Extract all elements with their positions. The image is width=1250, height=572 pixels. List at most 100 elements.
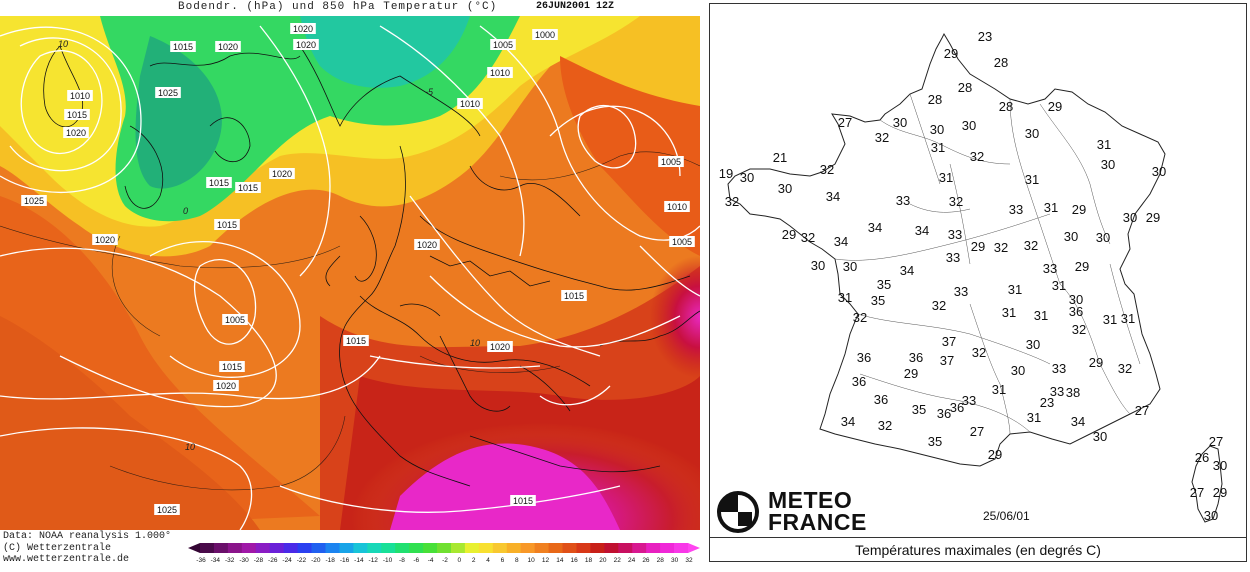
isobar-label-bg (561, 290, 587, 301)
isobar-label: 1015 (513, 496, 533, 506)
colorbar-swatch (200, 543, 215, 553)
isobar-label-bg (457, 98, 483, 109)
station-temperature: 31 (1103, 312, 1117, 327)
colorbar-swatch (395, 543, 410, 553)
station-temperature: 28 (999, 99, 1013, 114)
station-temperature: 30 (1101, 157, 1115, 172)
station-temperature: 38 (1066, 385, 1080, 400)
station-temperature: 23 (978, 29, 992, 44)
colorbar: -36 -34 -32 -30 -28 -26 -24 -22 -20 -18 -16 -14 -12-… (188, 543, 700, 567)
station-temperature: 31 (1097, 137, 1111, 152)
station-temperature: 35 (877, 277, 891, 292)
isobar-label: 1020 (216, 381, 236, 391)
station-temperature: 27 (970, 424, 984, 439)
station-temperature: 27 (838, 115, 852, 130)
colorbar-tick-label: 32 (685, 557, 693, 564)
station-temperature: 32 (820, 162, 834, 177)
isobar-label-bg (658, 156, 684, 167)
station-temperature: 30 (740, 170, 754, 185)
station-temperature: 31 (1008, 282, 1022, 297)
station-temperature: 32 (801, 230, 815, 245)
station-temperature: 33 (1052, 361, 1066, 376)
isobar-label: 1015 (222, 362, 242, 372)
isobar-label: 1005 (661, 157, 681, 167)
colorbar-tick-label: 8 (515, 557, 519, 564)
colorbar-swatch (464, 543, 480, 553)
colorbar-arrow-right (688, 543, 700, 553)
station-temperature: 35 (912, 402, 926, 417)
isobar-label: 1015 (346, 336, 366, 346)
isobar-label: 1010 (667, 202, 687, 212)
isobar-label: 1000 (535, 30, 555, 40)
station-temperature: 35 (871, 293, 885, 308)
isobar-label-bg (490, 39, 516, 50)
colorbar-swatch (241, 543, 257, 553)
colorbar-tick-label: 12 (542, 557, 550, 564)
colorbar-tick-label: 2 (472, 557, 476, 564)
isobar-label-bg (155, 87, 181, 98)
station-temperature: 31 (1002, 305, 1016, 320)
station-temperature: 32 (932, 298, 946, 313)
station-temperature: 36 (1069, 304, 1083, 319)
station-temperature: 31 (1121, 311, 1135, 326)
colorbar-tick-label: -12 (369, 557, 379, 564)
station-temperature: 36 (950, 400, 964, 415)
station-temperature: 30 (962, 118, 976, 133)
colorbar-swatch (674, 543, 689, 553)
station-temperature: 31 (992, 382, 1006, 397)
colorbar-swatch (506, 543, 522, 553)
station-temperature: 28 (994, 55, 1008, 70)
station-temperature: 37 (942, 334, 956, 349)
credit-line-1: Data: NOAA reanalysis 1.000° (3, 531, 172, 542)
meteo-france-emblem-icon (717, 491, 759, 533)
station-temperature: 34 (826, 189, 840, 204)
colorbar-tick-label: 6 (501, 557, 505, 564)
isobar-label: 1015 (67, 110, 87, 120)
colorbar-tick-label: -36 (196, 557, 206, 564)
station-temperature: 30 (811, 258, 825, 273)
colorbar-tick-label: 30 (671, 557, 679, 564)
isobar-label-bg (269, 168, 295, 179)
station-temperature: 37 (940, 353, 954, 368)
colorbar-tick-label: -30 (239, 557, 249, 564)
colorbar-tick-label: 20 (599, 557, 607, 564)
station-temperature: 28 (958, 80, 972, 95)
map-title: Bodendr. (hPa) und 850 hPa Temperatur (°… (178, 1, 498, 13)
isobar-label: 1020 (296, 40, 316, 50)
meteo-france-panel: 23 29 28 28 28 28 29 27 30 32 30 30 31 30 31 32 30 21 32 19… (709, 3, 1247, 562)
colorbar-tick-label: -16 (340, 557, 350, 564)
station-temperature: 36 (909, 350, 923, 365)
colorbar-swatch (353, 543, 368, 553)
isobar-label-bg (235, 182, 261, 193)
station-temperature: 29 (1072, 202, 1086, 217)
colorbar-tick-label: 0 (458, 557, 462, 564)
isobar-label-bg (206, 177, 232, 188)
colorbar-swatch (381, 543, 396, 553)
station-temperature: 30 (1152, 164, 1166, 179)
station-temperature: 30 (1069, 292, 1083, 307)
station-temperature: 31 (838, 290, 852, 305)
isobar-label-bg (669, 236, 695, 247)
colorbar-swatch (255, 543, 271, 553)
station-temperature: 34 (834, 234, 848, 249)
isobar-label-bg (343, 335, 369, 346)
station-temperature: 31 (1044, 200, 1058, 215)
observation-date: 25/06/01 (983, 509, 1030, 523)
isobar-label: 1020 (95, 235, 115, 245)
colorbar-tick-label: -22 (297, 557, 307, 564)
isobar-label: 1025 (24, 196, 44, 206)
reanalysis-map-panel: Bodendr. (hPa) und 850 hPa Temperatur (°… (0, 0, 700, 567)
colorbar-swatch (590, 543, 605, 553)
isobar-label: 1020 (272, 169, 292, 179)
station-temperature: 31 (1025, 172, 1039, 187)
isobar-label: 1020 (66, 128, 86, 138)
station-temperature: 31 (1052, 278, 1066, 293)
colorbar-swatch (213, 543, 229, 553)
colorbar-tick-label: -28 (254, 557, 264, 564)
station-temperature: 29 (971, 239, 985, 254)
station-temperature: 21 (773, 150, 787, 165)
station-temperature: 31 (1027, 410, 1041, 425)
isobar-label-bg (64, 109, 90, 120)
station-temperature: 32 (1072, 322, 1086, 337)
